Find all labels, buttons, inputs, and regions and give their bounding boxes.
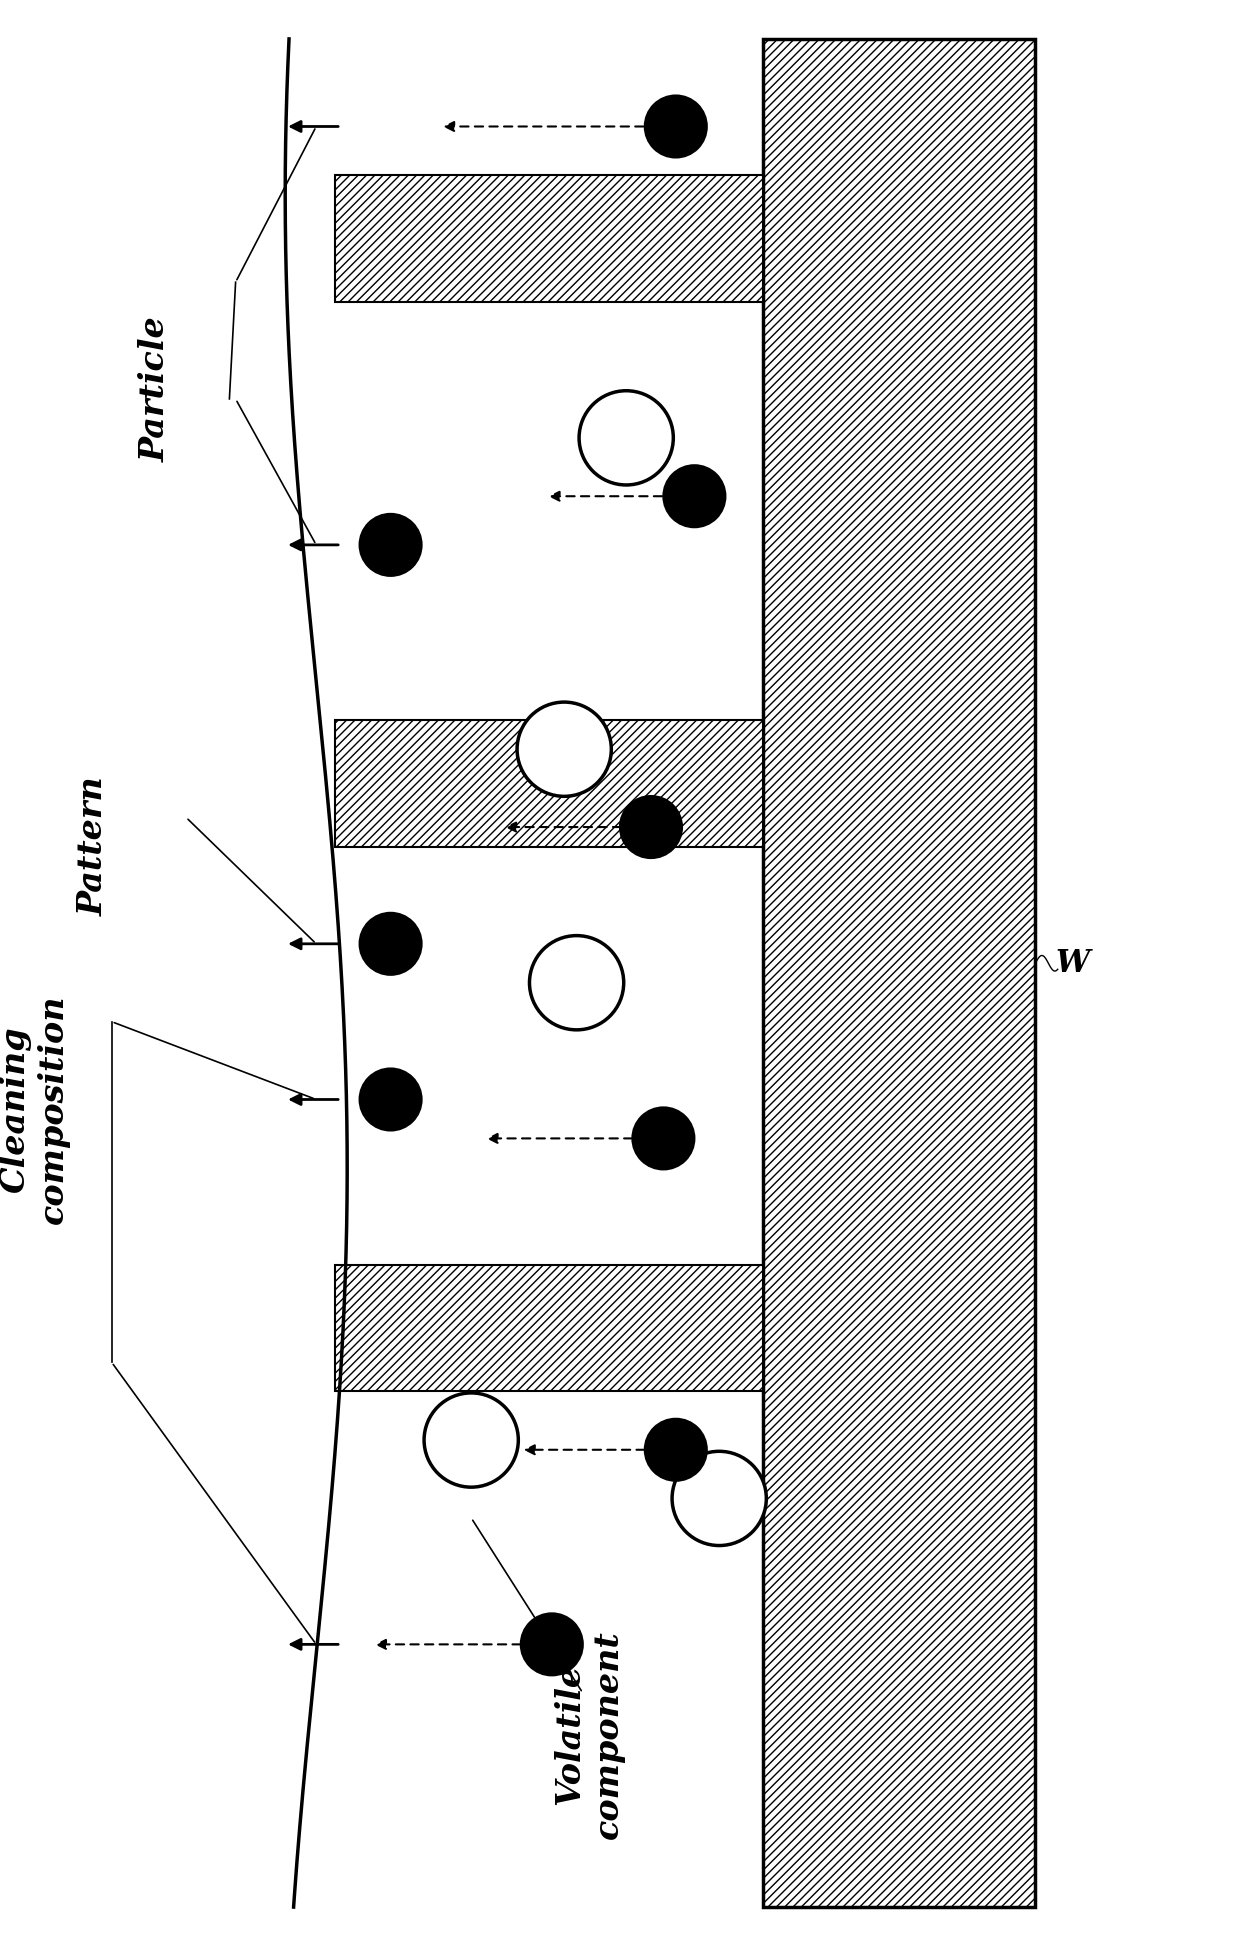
Ellipse shape xyxy=(517,703,611,796)
Bar xyxy=(335,1265,763,1391)
Ellipse shape xyxy=(360,913,422,975)
Ellipse shape xyxy=(620,796,682,858)
Ellipse shape xyxy=(645,95,707,158)
Ellipse shape xyxy=(521,1613,583,1676)
Ellipse shape xyxy=(360,1068,422,1131)
Ellipse shape xyxy=(645,1419,707,1481)
Ellipse shape xyxy=(672,1452,766,1545)
Ellipse shape xyxy=(579,391,673,485)
Bar xyxy=(763,39,1035,1907)
Ellipse shape xyxy=(424,1393,518,1487)
Bar xyxy=(335,720,763,847)
Ellipse shape xyxy=(360,514,422,576)
Text: W: W xyxy=(1055,948,1090,979)
Ellipse shape xyxy=(663,465,725,527)
Text: Volatile
component: Volatile component xyxy=(553,1631,625,1839)
Bar xyxy=(335,175,763,302)
Ellipse shape xyxy=(632,1107,694,1170)
Text: Cleaning
composition: Cleaning composition xyxy=(0,994,71,1224)
Ellipse shape xyxy=(529,936,624,1029)
Text: Pattern: Pattern xyxy=(77,776,109,917)
Text: Particle: Particle xyxy=(139,317,171,461)
